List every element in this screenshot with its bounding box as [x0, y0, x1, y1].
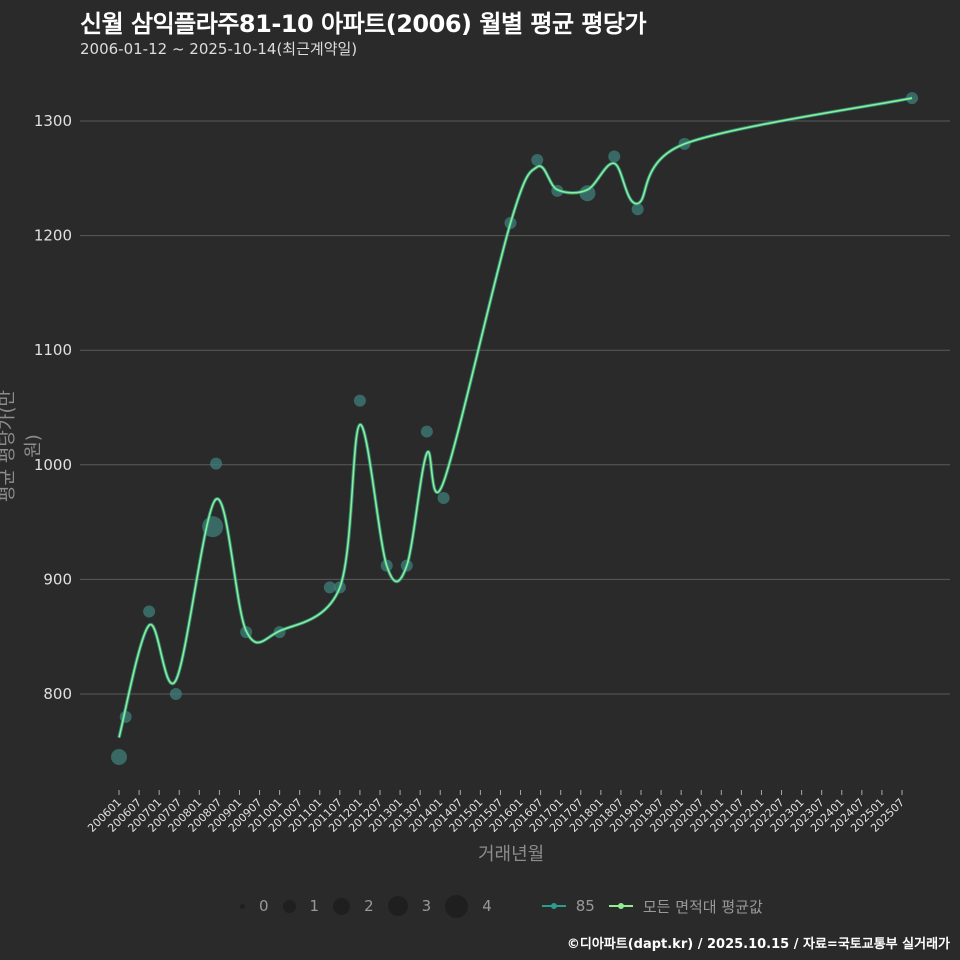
legend-size-3: 3 — [387, 896, 432, 916]
data-bubble — [210, 457, 223, 470]
data-bubble — [579, 185, 596, 202]
data-bubble — [323, 581, 336, 594]
data-bubble — [353, 394, 366, 407]
data-bubble — [111, 749, 127, 766]
data-bubble — [531, 153, 544, 166]
chart-title: 신월 삼익플라주81-10 아파트(2006) 월별 평균 평당가 — [80, 10, 647, 38]
legend-size-0: 0 — [240, 897, 269, 915]
legend-size-1: 1 — [282, 897, 320, 915]
y-tick-label: 900 — [43, 570, 72, 588]
x-axis-label: 거래년월 — [478, 844, 545, 865]
legend-size-label: 0 — [259, 897, 269, 915]
data-bubble — [420, 425, 433, 438]
data-bubble — [437, 492, 450, 505]
y-tick-label: 1000 — [34, 456, 72, 474]
data-bubble — [631, 203, 644, 216]
legend-size-label: 1 — [309, 897, 320, 915]
series-avg-line — [118, 97, 913, 738]
series-85-line — [117, 96, 913, 739]
legend-size-label: 3 — [421, 897, 432, 915]
legend-size-label: 2 — [364, 897, 374, 915]
y-tick-label: 1100 — [34, 341, 72, 359]
legend-series-label: 모든 면적대 평균값 — [642, 897, 763, 916]
legend-series-label: 85 — [575, 897, 595, 915]
legend-size-2: 2 — [333, 897, 374, 915]
y-tick-label: 800 — [43, 685, 72, 703]
data-bubble — [143, 605, 156, 618]
legend-series-avg: 모든 면적대 평균값 — [608, 896, 763, 917]
y-tick-label: 1200 — [34, 227, 72, 245]
y-tick-label: 1300 — [34, 112, 72, 130]
legend-size-4: 4 — [445, 894, 492, 918]
chart-subtitle: 2006-01-12 ~ 2025-10-14(최근계약일) — [80, 40, 358, 58]
source-credit: ©디아파트(dapt.kr) / 2025.10.15 / 자료=국토교통부 실… — [566, 937, 950, 952]
legend-size-label: 4 — [482, 897, 492, 915]
data-bubble — [169, 688, 182, 700]
legend-series-85: 85 — [541, 897, 595, 915]
legend: 0 1 2 3 4 85 모든 면적대 평균값 — [240, 893, 777, 919]
data-bubble — [608, 150, 621, 163]
